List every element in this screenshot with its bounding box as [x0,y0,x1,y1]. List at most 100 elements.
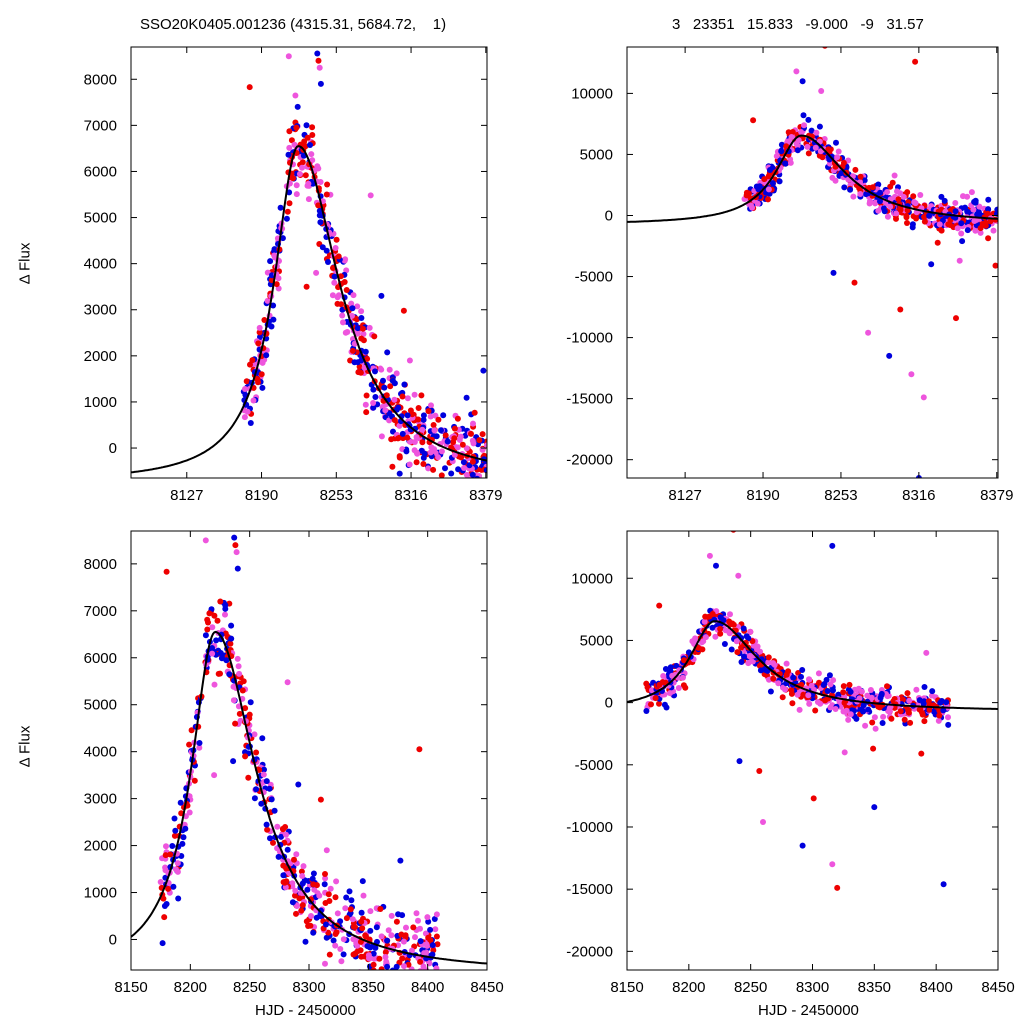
data-point [934,239,941,246]
data-point [904,189,911,196]
outlier-point [750,117,757,124]
outlier-point [313,269,320,276]
data-point [283,831,289,838]
data-point [325,259,331,265]
data-point [283,215,290,222]
x-tick-label: 8400 [919,979,952,996]
data-point [383,392,390,399]
data-point [323,247,330,254]
data-point [163,843,169,850]
data-point [361,953,368,960]
data-point [292,887,299,894]
data-point [349,305,356,312]
outlier-point [818,88,825,94]
data-point [428,402,434,409]
data-point [271,246,278,253]
data-point [296,895,303,902]
data-point [222,611,228,618]
data-point [315,165,322,172]
data-point [326,898,333,904]
data-point [340,319,346,326]
data-point [293,910,299,917]
data-point [468,430,474,437]
data-point [782,160,789,167]
data-point [333,236,340,243]
data-point [826,672,833,679]
data-point [294,103,301,110]
data-point [405,961,412,968]
data-point [253,786,260,793]
y-tick-label: 2000 [84,838,117,855]
data-point [971,198,978,205]
data-point [157,879,164,885]
data-point [342,905,349,912]
data-point [743,633,750,640]
data-point [263,352,270,359]
data-point [377,906,384,912]
data-point [362,932,369,939]
data-point [182,825,189,832]
data-point [305,196,312,203]
data-point [388,932,395,939]
outlier-point [480,367,487,374]
data-point [310,929,317,936]
data-point [244,408,251,415]
data-point [317,179,324,185]
data-point [293,191,300,198]
y-tick-label: 3000 [84,791,117,808]
data-point [300,863,307,870]
y-tick-label: -20000 [566,943,613,960]
data-point [402,932,409,939]
data-point [442,432,449,439]
data-point [782,686,788,693]
outlier-point [378,292,385,299]
data-point [820,682,827,688]
data-point [470,440,477,447]
outlier-point [314,50,321,57]
data-point [323,934,330,941]
data-point [952,208,959,215]
data-point [174,860,181,867]
outlier-point [870,745,877,752]
data-point [796,706,803,713]
data-point [196,740,203,746]
data-point [347,906,354,913]
data-point [281,879,288,886]
model-curve [131,145,487,474]
data-point [403,924,409,931]
data-point [977,225,984,232]
data-point [847,688,854,695]
data-point [259,735,266,742]
data-point [206,610,213,617]
data-point [299,164,305,171]
outlier-point [323,847,330,854]
data-point [846,681,853,688]
data-point [333,878,340,885]
data-point [871,714,878,721]
data-point [420,454,427,461]
data-point [222,602,229,609]
outlier-point [829,542,836,549]
x-tick-label: 8400 [411,979,444,996]
data-point [169,843,176,849]
data-point [648,701,654,708]
outlier-point [918,750,925,757]
chart-panel-top-left: 0 1000 2000 3000 4000 5000 6000 7000 8000 8127 819… [84,46,503,504]
data-point [420,461,427,467]
data-point [404,412,411,419]
data-point [420,412,427,419]
data-point [245,774,252,781]
model-curve [131,630,487,965]
data-point [423,941,430,948]
data-point [872,199,879,206]
data-point [395,435,401,442]
data-point [805,150,812,157]
data-point [929,688,936,695]
data-point [789,700,796,707]
data-point [936,221,943,228]
x-tick-label: 8300 [796,979,829,996]
data-point [479,431,486,438]
data-point [340,936,347,943]
data-point [177,799,184,806]
data-point [474,475,480,478]
